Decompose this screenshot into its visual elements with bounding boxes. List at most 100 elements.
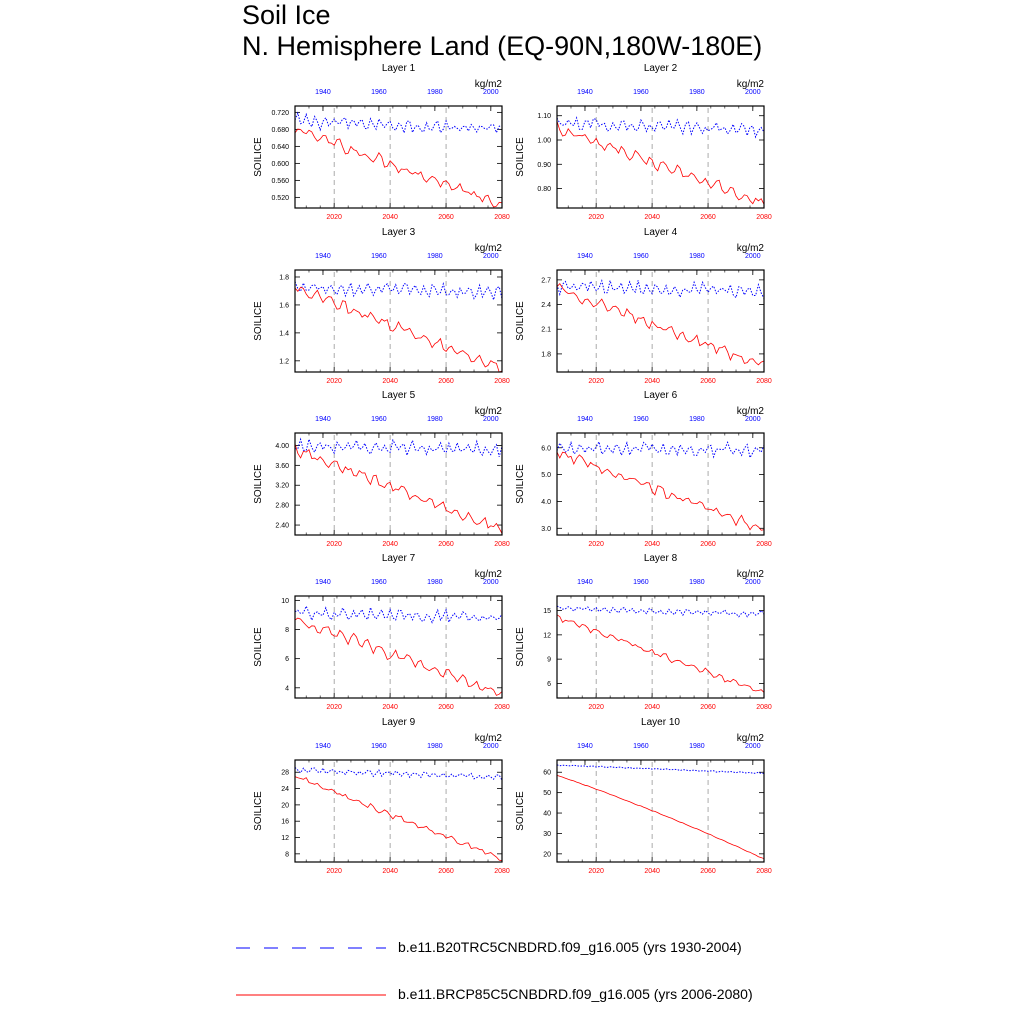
top-tick-label: 2000 xyxy=(483,89,499,96)
y-tick-label: 8 xyxy=(285,851,289,858)
panel-title: Layer 1 xyxy=(382,63,416,74)
series-future xyxy=(556,283,765,366)
bottom-tick-label: 2080 xyxy=(756,704,772,711)
y-tick-label: 4.0 xyxy=(541,499,551,506)
units-label: kg/m2 xyxy=(737,569,765,580)
top-tick-label: 1940 xyxy=(577,416,593,423)
panel-title: Layer 10 xyxy=(641,717,680,728)
y-tick-label: 0.640 xyxy=(271,144,289,151)
top-tick-label: 1960 xyxy=(371,743,387,750)
panel-grid: Layer 1 kg/m2 SOILICE 1940 1960 1980 2000 2020 2… xyxy=(253,63,772,875)
top-tick-label: 1940 xyxy=(315,253,331,260)
top-tick-label: 1980 xyxy=(427,743,443,750)
y-tick-label: 6 xyxy=(547,681,551,688)
y-tick-label: 6.0 xyxy=(541,445,551,452)
bottom-tick-label: 2060 xyxy=(700,868,716,875)
y-axis-label: SOILICE xyxy=(515,137,526,177)
bottom-tick-label: 2080 xyxy=(494,868,510,875)
bottom-tick-label: 2060 xyxy=(700,541,716,548)
top-tick-label: 1940 xyxy=(315,579,331,586)
top-tick-label: 1940 xyxy=(315,743,331,750)
y-tick-label: 9 xyxy=(547,657,551,664)
top-tick-label: 1940 xyxy=(315,89,331,96)
y-tick-label: 28 xyxy=(281,770,289,777)
series-future xyxy=(294,776,503,862)
y-tick-label: 0.90 xyxy=(537,162,551,169)
panel-layer-3: Layer 3 kg/m2 SOILICE 1940 1960 1980 2000 2020 2… xyxy=(253,227,510,385)
panel-layer-7: Layer 7 kg/m2 SOILICE 1940 1960 1980 2000 2020 2… xyxy=(253,553,510,711)
bottom-tick-label: 2080 xyxy=(756,378,772,385)
y-tick-label: 8 xyxy=(285,627,289,634)
y-tick-label: 4 xyxy=(285,685,289,692)
panel-title: Layer 9 xyxy=(382,717,416,728)
y-tick-label: 1.6 xyxy=(279,302,289,309)
series-future xyxy=(294,128,503,208)
y-tick-label: 1.4 xyxy=(279,330,289,337)
top-tick-label: 2000 xyxy=(483,743,499,750)
y-tick-label: 2.1 xyxy=(541,327,551,334)
units-label: kg/m2 xyxy=(737,243,765,254)
units-label: kg/m2 xyxy=(475,733,503,744)
y-tick-label: 1.8 xyxy=(279,274,289,281)
top-tick-label: 1980 xyxy=(689,743,705,750)
panel-layer-8: Layer 8 kg/m2 SOILICE 1940 1960 1980 2000 2020 2… xyxy=(515,553,772,711)
bottom-tick-label: 2020 xyxy=(588,541,604,548)
bottom-tick-label: 2020 xyxy=(326,868,342,875)
y-tick-label: 3.60 xyxy=(275,463,289,470)
series-future xyxy=(556,775,765,859)
units-label: kg/m2 xyxy=(475,569,503,580)
series-historical xyxy=(294,767,503,781)
legend: b.e11.B20TRC5CNBDRD.f09_g16.005 (yrs 193… xyxy=(0,920,1024,1020)
bottom-tick-label: 2060 xyxy=(438,868,454,875)
y-tick-label: 60 xyxy=(543,770,551,777)
series-historical xyxy=(294,437,503,457)
series-historical xyxy=(294,604,503,624)
plot-frame xyxy=(556,595,765,699)
series-historical xyxy=(294,111,503,135)
bottom-tick-label: 2020 xyxy=(326,214,342,221)
y-tick-label: 0.80 xyxy=(537,186,551,193)
panel-title: Layer 8 xyxy=(644,553,678,564)
top-tick-label: 1980 xyxy=(427,416,443,423)
bottom-tick-label: 2040 xyxy=(644,868,660,875)
plot-frame xyxy=(556,105,765,209)
series-historical xyxy=(556,278,765,299)
plot-frame xyxy=(294,759,503,863)
bottom-tick-label: 2080 xyxy=(494,214,510,221)
panel-title: Layer 4 xyxy=(644,227,678,238)
y-tick-label: 4.00 xyxy=(275,443,289,450)
y-tick-label: 0.520 xyxy=(271,195,289,202)
panel-title: Layer 3 xyxy=(382,227,416,238)
bottom-tick-label: 2060 xyxy=(700,214,716,221)
y-tick-label: 12 xyxy=(281,835,289,842)
plot-frame xyxy=(294,432,503,536)
top-tick-label: 1960 xyxy=(633,743,649,750)
top-tick-label: 2000 xyxy=(745,579,761,586)
series-historical xyxy=(556,605,765,618)
plot-frame xyxy=(294,269,503,373)
chart-title-line-1: Soil Ice xyxy=(242,0,331,30)
top-tick-label: 1980 xyxy=(689,579,705,586)
series-future xyxy=(556,451,765,531)
y-axis-label: SOILICE xyxy=(253,464,264,504)
y-axis-label: SOILICE xyxy=(515,464,526,504)
y-tick-label: 2.7 xyxy=(541,277,551,284)
y-tick-label: 2.40 xyxy=(275,523,289,530)
units-label: kg/m2 xyxy=(737,79,765,90)
top-tick-label: 1980 xyxy=(689,89,705,96)
y-axis-label: SOILICE xyxy=(253,301,264,341)
bottom-tick-label: 2060 xyxy=(438,704,454,711)
top-tick-label: 1980 xyxy=(427,579,443,586)
y-tick-label: 12 xyxy=(543,632,551,639)
y-tick-label: 16 xyxy=(281,819,289,826)
plot-frame xyxy=(556,432,765,536)
y-tick-label: 2.4 xyxy=(541,302,551,309)
y-axis-label: SOILICE xyxy=(515,627,526,667)
bottom-tick-label: 2080 xyxy=(494,378,510,385)
top-tick-label: 2000 xyxy=(745,743,761,750)
bottom-tick-label: 2080 xyxy=(494,541,510,548)
series-future xyxy=(556,121,765,205)
bottom-tick-label: 2040 xyxy=(644,214,660,221)
top-tick-label: 2000 xyxy=(483,416,499,423)
